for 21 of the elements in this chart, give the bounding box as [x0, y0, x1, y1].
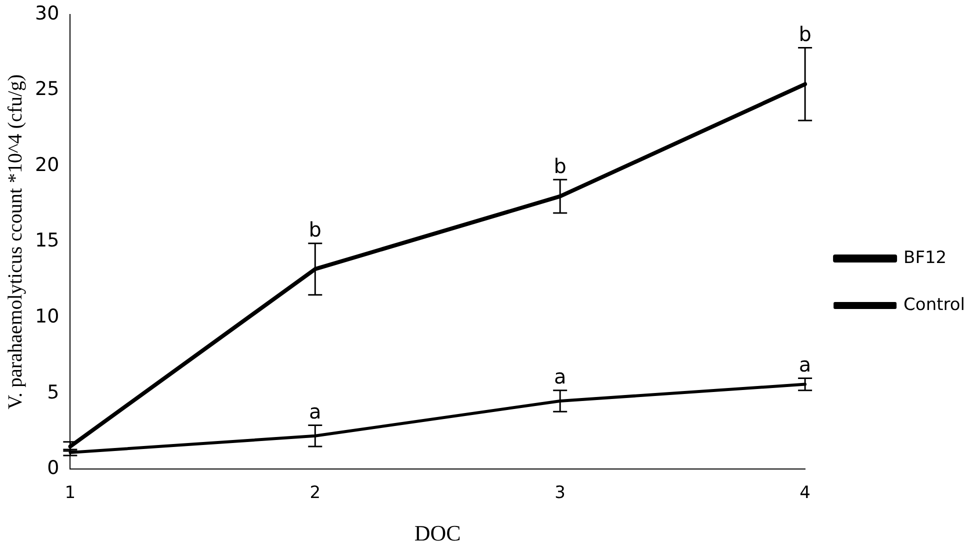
x-tick-label: 2 [310, 482, 321, 503]
y-tick-label: 30 [34, 2, 60, 24]
legend-label: Control [904, 294, 965, 315]
x-tick-label: 3 [554, 482, 566, 503]
x-axis-title: DOC [414, 520, 461, 546]
y-tick-label: 0 [47, 457, 60, 480]
legend-label: BF12 [904, 248, 947, 268]
x-tick-label: 4 [800, 482, 810, 503]
annotation: a [798, 352, 812, 376]
annotation: b [798, 22, 812, 46]
annotation: a [309, 399, 322, 424]
annotation: a [554, 364, 566, 389]
y-tick-label: 10 [34, 306, 60, 328]
y-tick-label: 20 [34, 154, 60, 176]
y-axis-title: V. parahaemolyticus ccount *10^4 (cfu/g) [4, 74, 26, 410]
x-tick-label: 1 [64, 482, 76, 503]
annotation: b [308, 218, 322, 242]
y-tick-label: 5 [47, 381, 60, 404]
y-tick-label: 15 [34, 230, 60, 252]
y-tick-label: 25 [34, 78, 60, 100]
annotation: b [554, 154, 566, 178]
